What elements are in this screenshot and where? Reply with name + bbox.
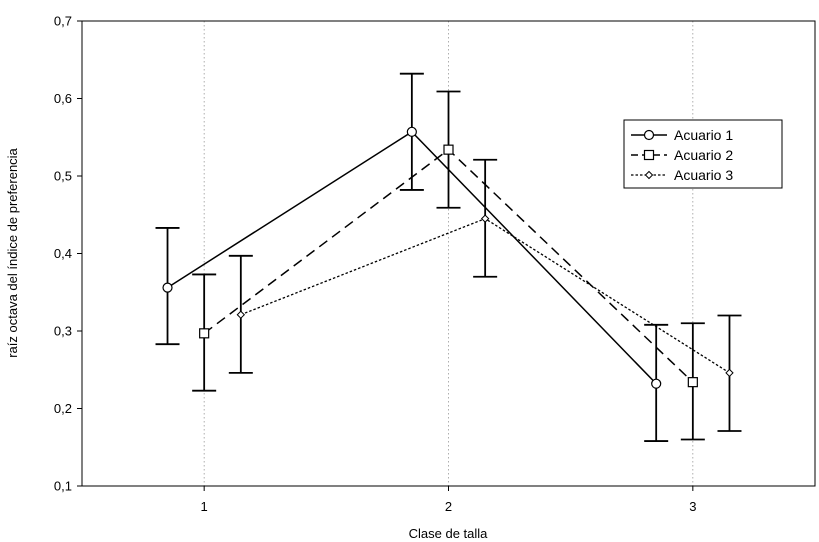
square-marker (443, 144, 454, 155)
diamond-marker (236, 310, 246, 319)
circle-marker (406, 126, 417, 137)
y-tick-label: 0,7 (54, 14, 72, 29)
x-tick-label: 2 (445, 499, 452, 514)
circle-marker (643, 129, 655, 141)
legend-label: Acuario 2 (674, 147, 733, 163)
y-axis: 0,1 0,2 0,3 0,4 0,5 0,6 0,7 (54, 14, 82, 494)
x-axis-label: Clase de talla (409, 526, 489, 541)
x-axis: 1 2 3 (201, 486, 696, 514)
square-marker (199, 328, 210, 339)
y-tick-label: 0,5 (54, 169, 72, 184)
y-tick-label: 0,2 (54, 401, 72, 416)
legend-label: Acuario 1 (674, 127, 733, 143)
series-layer (155, 72, 742, 442)
series-acuario-1 (155, 72, 669, 442)
legend-label: Acuario 3 (674, 167, 733, 183)
y-axis-label: raíz octava del índice de preferencia (5, 147, 20, 357)
y-tick-label: 0,6 (54, 91, 72, 106)
circle-marker (162, 282, 173, 293)
series-acuario-2 (192, 90, 705, 441)
diamond-marker (725, 368, 734, 378)
square-marker (643, 149, 655, 161)
y-tick-label: 0,4 (54, 246, 72, 261)
square-marker (687, 377, 698, 388)
legend: Acuario 1 Acuario 2 Acuario 3 (623, 119, 783, 189)
x-tick-label: 1 (201, 499, 208, 514)
diamond-marker (480, 214, 490, 223)
series-acuario-3 (228, 158, 742, 432)
circle-marker (651, 378, 662, 389)
x-tick-label: 3 (689, 499, 696, 514)
diamond-marker (644, 170, 654, 180)
y-tick-label: 0,1 (54, 479, 72, 494)
y-tick-label: 0,3 (54, 324, 72, 339)
